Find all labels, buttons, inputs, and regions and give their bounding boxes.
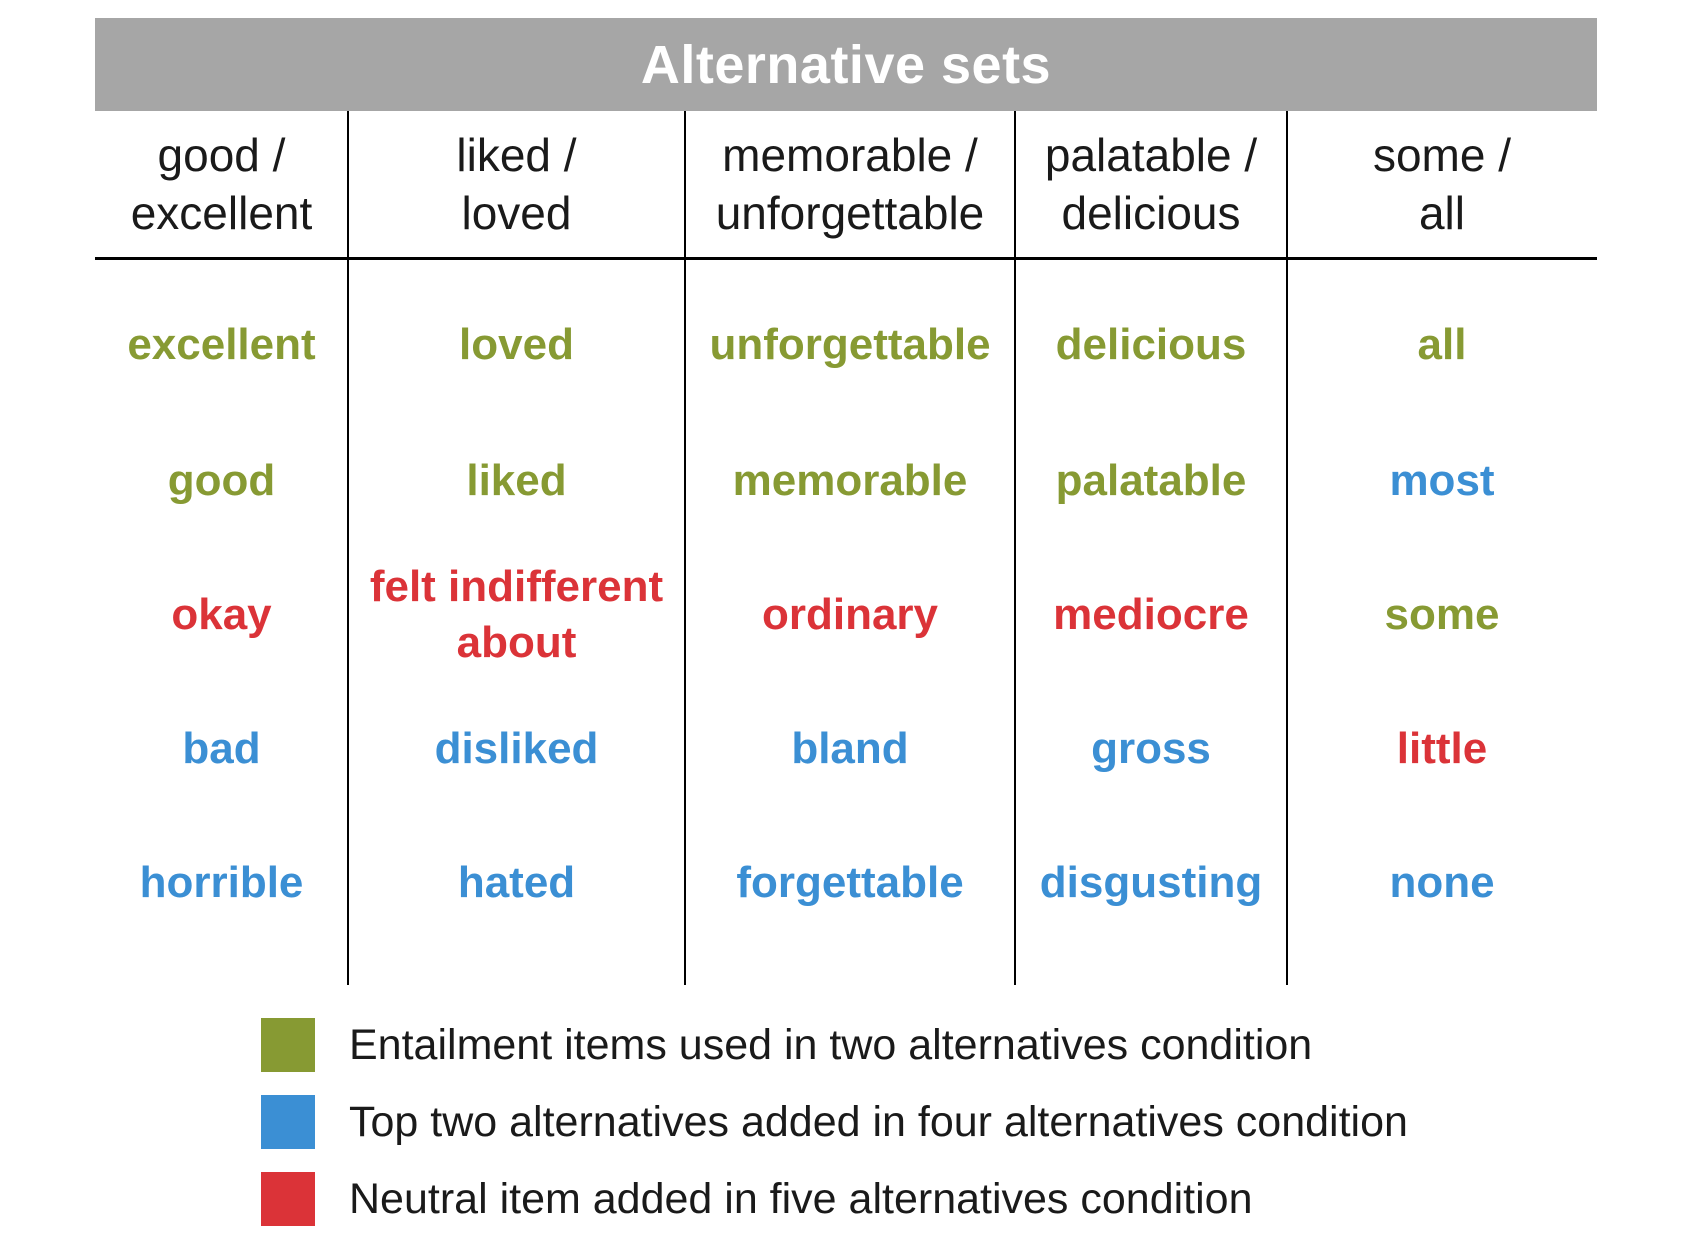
word-text: disgusting (1039, 858, 1263, 907)
column-header-line: excellent (130, 187, 313, 239)
word-text: none (1389, 858, 1495, 907)
word-cell: mediocre (1015, 565, 1287, 665)
word-text: felt indifferent about (369, 562, 664, 667)
word-cell: disliked (348, 699, 685, 799)
word-text: gross (1091, 724, 1211, 773)
word-text: little (1396, 724, 1488, 773)
word-cell: some (1287, 565, 1597, 665)
word-cell: good (95, 431, 348, 531)
word-text: forgettable (736, 858, 964, 907)
legend-item: Entailment items used in two alternative… (261, 1018, 1408, 1072)
word-cell: horrible (95, 833, 348, 933)
column-header-line: some / (1372, 129, 1512, 181)
word-text: most (1389, 456, 1495, 505)
word-cell: okay (95, 565, 348, 665)
column-header-line: memorable / (722, 129, 978, 181)
word-cell: forgettable (685, 833, 1015, 933)
column-3: memorable / unforgettable unforgettable mem… (685, 111, 1015, 985)
column-header-line: loved (461, 187, 572, 239)
word-cell: excellent (95, 295, 348, 395)
column-1: good / excellent excellent good okay bad horri… (95, 111, 348, 985)
word-cell: bland (685, 699, 1015, 799)
word-text: excellent (127, 320, 316, 369)
word-cell: liked (348, 431, 685, 531)
column-header: liked / loved (348, 111, 685, 257)
column-header: memorable / unforgettable (685, 111, 1015, 257)
word-cell: delicious (1015, 295, 1287, 395)
legend-swatch-blue (261, 1095, 315, 1149)
word-text: memorable (732, 456, 968, 505)
word-text: all (1417, 320, 1467, 369)
word-cell: bad (95, 699, 348, 799)
word-text: bad (182, 724, 261, 773)
word-text: loved (459, 320, 574, 369)
word-text: okay (171, 590, 272, 639)
word-cell: none (1287, 833, 1597, 933)
word-text: mediocre (1053, 590, 1249, 639)
legend-label: Top two alternatives added in four alter… (349, 1097, 1408, 1146)
word-cell: palatable (1015, 431, 1287, 531)
column-header: palatable / delicious (1015, 111, 1287, 257)
word-text: bland (791, 724, 909, 773)
column-header: good / excellent (95, 111, 348, 257)
title-banner: Alternative sets (95, 18, 1597, 111)
legend: Entailment items used in two alternative… (261, 1018, 1408, 1249)
word-text: ordinary (761, 590, 939, 639)
column-header-line: all (1418, 187, 1465, 239)
word-cell: gross (1015, 699, 1287, 799)
word-text: unforgettable (709, 320, 991, 369)
column-2: liked / loved loved liked felt indifferent a… (348, 111, 685, 985)
column-divider-1 (347, 111, 349, 985)
legend-item: Neutral item added in five alternatives … (261, 1172, 1408, 1226)
word-cell: unforgettable (685, 295, 1015, 395)
column-header-line: liked / (456, 129, 577, 181)
column-divider-3 (1014, 111, 1016, 985)
word-text: good (167, 456, 276, 505)
column-divider-2 (684, 111, 686, 985)
alternatives-table: good / excellent excellent good okay bad horri… (95, 111, 1597, 985)
title: Alternative sets (640, 34, 1052, 95)
word-text: liked (466, 456, 567, 505)
word-text: disliked (434, 724, 599, 773)
column-header-line: good / (157, 129, 286, 181)
column-header-line: delicious (1061, 187, 1241, 239)
column-header-line: palatable / (1044, 129, 1258, 181)
word-text: horrible (139, 858, 304, 907)
column-5: some / all all most some little none (1287, 111, 1597, 985)
legend-label: Entailment items used in two alternative… (349, 1020, 1313, 1069)
legend-swatch-green (261, 1018, 315, 1072)
word-cell: ordinary (685, 565, 1015, 665)
word-cell: most (1287, 431, 1597, 531)
word-cell: memorable (685, 431, 1015, 531)
word-cell: hated (348, 833, 685, 933)
legend-label: Neutral item added in five alternatives … (349, 1174, 1253, 1223)
word-text: some (1384, 590, 1500, 639)
column-divider-4 (1286, 111, 1288, 985)
word-text: delicious (1055, 320, 1247, 369)
column-header: some / all (1287, 111, 1597, 257)
word-cell: loved (348, 295, 685, 395)
column-4: palatable / delicious delicious palatable me… (1015, 111, 1287, 985)
word-cell: felt indifferent about (348, 562, 685, 667)
word-cell: all (1287, 295, 1597, 395)
legend-swatch-red (261, 1172, 315, 1226)
column-header-line: unforgettable (715, 187, 985, 239)
word-cell: little (1287, 699, 1597, 799)
word-text: hated (457, 858, 576, 907)
word-cell: disgusting (1015, 833, 1287, 933)
legend-item: Top two alternatives added in four alter… (261, 1095, 1408, 1149)
word-text: palatable (1055, 456, 1247, 505)
header-divider (95, 257, 1597, 260)
